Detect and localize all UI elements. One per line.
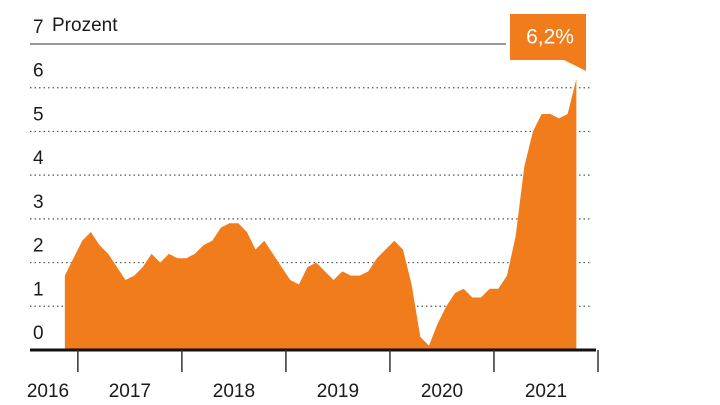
x-tick-label: 2021 (525, 381, 567, 402)
annotation: 6,2% (526, 26, 574, 49)
y-tick-label: 5 (33, 104, 44, 125)
y-tick-label: 6 (33, 61, 44, 82)
area (64, 78, 577, 350)
annotation-box (510, 14, 586, 71)
x-tick-label: 2019 (317, 381, 359, 402)
y-tick-label: 1 (33, 279, 44, 300)
y-tick-label: 2 (33, 236, 44, 257)
x-tick-label: 2020 (421, 381, 463, 402)
x-tick-label: 2016 (27, 381, 69, 402)
y-axis-label: Prozent (52, 15, 118, 36)
x-tick-label: 2018 (213, 381, 255, 402)
y-tick-label: 7 (33, 17, 44, 38)
y-tick-label: 3 (33, 192, 44, 213)
x-tick-label: 2017 (109, 381, 151, 402)
y-tick-label: 4 (33, 148, 44, 169)
y-tick-label: 0 (33, 323, 44, 344)
